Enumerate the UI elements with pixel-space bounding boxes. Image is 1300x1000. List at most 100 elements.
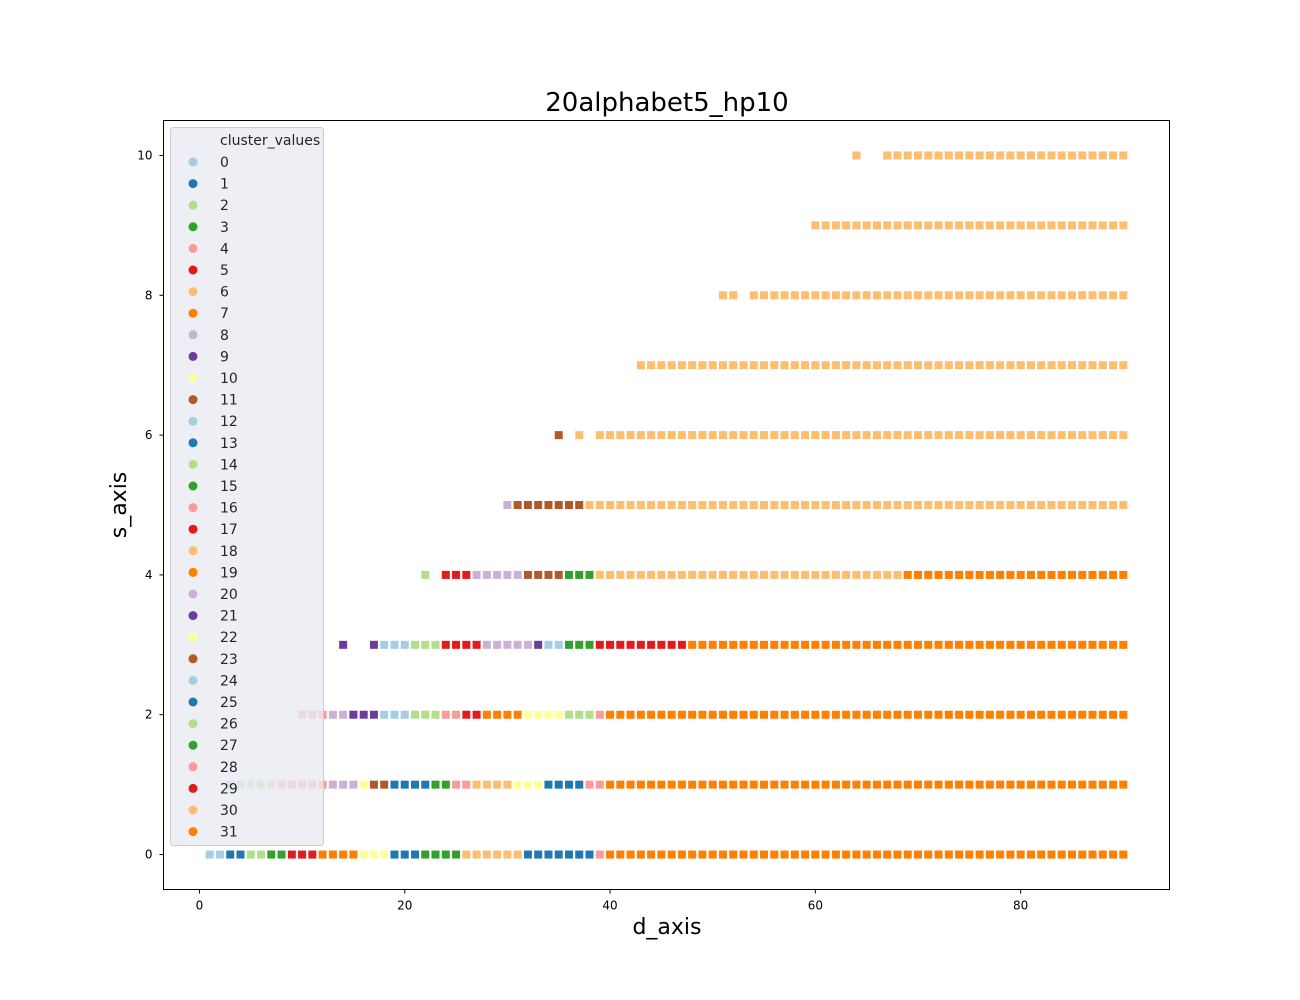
data-point	[934, 710, 943, 719]
data-point	[903, 291, 912, 300]
data-point	[821, 570, 830, 579]
data-point	[585, 780, 594, 789]
data-point	[1119, 780, 1128, 789]
data-point	[575, 780, 584, 789]
data-point	[821, 710, 830, 719]
data-point	[667, 501, 676, 509]
legend: cluster_values 0123456789101112131415161…	[170, 127, 324, 846]
data-point	[811, 291, 820, 300]
data-point	[1016, 780, 1025, 789]
data-point	[883, 570, 892, 579]
data-point	[1088, 291, 1097, 300]
data-point	[862, 501, 871, 509]
data-point	[698, 431, 707, 440]
data-point	[564, 710, 573, 719]
data-point	[1037, 501, 1046, 509]
data-point	[277, 850, 286, 859]
y-tick-label: 2	[145, 708, 153, 722]
data-point	[667, 570, 676, 579]
data-point	[1026, 221, 1035, 230]
data-point	[862, 850, 871, 859]
data-point	[831, 640, 840, 649]
data-point	[1016, 570, 1025, 579]
data-point	[400, 850, 409, 859]
data-point	[944, 501, 953, 509]
data-point	[831, 780, 840, 789]
data-point	[842, 431, 851, 440]
legend-marker	[188, 416, 198, 426]
data-point	[482, 570, 491, 579]
data-point	[780, 361, 789, 370]
data-point	[1098, 640, 1107, 649]
data-point	[1037, 431, 1046, 440]
data-point	[883, 151, 892, 160]
data-point	[1026, 151, 1035, 160]
data-point	[1088, 570, 1097, 579]
legend-marker	[188, 265, 198, 275]
data-point	[1098, 710, 1107, 719]
plot-frame	[163, 120, 1170, 890]
legend-label: 20	[220, 587, 238, 603]
data-point	[985, 361, 994, 370]
data-point	[739, 361, 748, 370]
legend-marker	[188, 330, 198, 340]
data-point	[975, 570, 984, 579]
data-point	[1037, 151, 1046, 160]
data-point	[369, 850, 378, 859]
data-point	[996, 431, 1005, 440]
data-point	[595, 640, 604, 649]
data-point	[872, 850, 881, 859]
data-point	[718, 361, 727, 370]
data-point	[780, 850, 789, 859]
data-point	[985, 640, 994, 649]
data-point	[801, 361, 810, 370]
legend-marker	[188, 373, 198, 383]
data-point	[1037, 221, 1046, 230]
data-point	[349, 710, 358, 719]
data-point	[688, 850, 697, 859]
data-point	[872, 431, 881, 440]
data-point	[760, 431, 769, 440]
data-point	[462, 710, 471, 719]
data-point	[872, 710, 881, 719]
legend-label: 9	[220, 349, 229, 365]
data-point	[595, 431, 604, 440]
data-point	[852, 431, 861, 440]
legend-label: 4	[220, 241, 229, 257]
data-point	[503, 780, 512, 789]
data-point	[636, 850, 645, 859]
data-point	[975, 151, 984, 160]
data-point	[657, 710, 666, 719]
legend-label: 17	[220, 522, 238, 538]
data-point	[1109, 361, 1118, 370]
y-tick-label: 8	[145, 288, 153, 302]
data-point	[1078, 291, 1087, 300]
legend-marker	[188, 524, 198, 534]
data-point	[1109, 850, 1118, 859]
data-point	[955, 431, 964, 440]
data-point	[647, 640, 656, 649]
data-point	[760, 291, 769, 300]
data-point	[359, 710, 368, 719]
data-point	[575, 501, 584, 509]
data-point	[318, 850, 327, 859]
data-point	[380, 780, 389, 789]
data-point	[955, 570, 964, 579]
data-point	[718, 431, 727, 440]
data-point	[914, 361, 922, 370]
x-tick-label: 0	[196, 899, 204, 913]
data-point	[626, 431, 635, 440]
data-point	[862, 291, 871, 300]
data-point	[985, 291, 994, 300]
data-point	[1047, 361, 1056, 370]
data-point	[842, 640, 851, 649]
data-point	[975, 850, 984, 859]
data-point	[780, 291, 789, 300]
data-point	[647, 850, 656, 859]
data-point	[1067, 291, 1076, 300]
data-point	[708, 431, 717, 440]
legend-label: 15	[220, 479, 238, 495]
data-point	[914, 850, 922, 859]
data-point	[1006, 151, 1015, 160]
data-point	[626, 501, 635, 509]
